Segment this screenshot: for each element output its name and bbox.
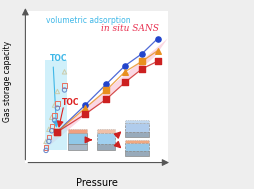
Point xyxy=(156,37,160,40)
Point xyxy=(50,125,54,128)
Text: Gas storage capacity: Gas storage capacity xyxy=(3,41,11,122)
Point xyxy=(55,131,59,134)
Bar xyxy=(45,60,67,150)
Point xyxy=(44,140,48,143)
Point xyxy=(104,82,108,85)
Point xyxy=(55,131,59,134)
Text: Pressure: Pressure xyxy=(76,178,117,188)
Point xyxy=(53,104,57,107)
Point xyxy=(104,88,108,91)
Text: volumetric adsorption: volumetric adsorption xyxy=(46,16,131,26)
Point xyxy=(50,129,54,132)
Bar xyxy=(97,129,115,133)
Point xyxy=(47,135,51,138)
Point xyxy=(62,84,67,87)
Bar xyxy=(97,133,115,144)
Bar xyxy=(68,129,87,133)
Point xyxy=(50,116,54,119)
Text: TOC: TOC xyxy=(50,54,68,63)
Point xyxy=(44,149,48,152)
Point xyxy=(83,107,87,110)
Point xyxy=(44,146,48,149)
Bar xyxy=(97,144,115,150)
Polygon shape xyxy=(44,39,168,150)
Text: in situ SANS: in situ SANS xyxy=(101,24,159,33)
Point xyxy=(53,114,57,117)
Point xyxy=(123,81,127,84)
Point xyxy=(83,104,87,107)
Point xyxy=(156,49,160,52)
Point xyxy=(55,131,59,134)
Point xyxy=(123,64,127,67)
Bar xyxy=(125,132,149,137)
Point xyxy=(53,119,57,122)
Point xyxy=(83,113,87,116)
Bar xyxy=(68,133,87,144)
Point xyxy=(47,128,51,131)
Bar xyxy=(125,151,149,156)
Point xyxy=(104,98,108,101)
Point xyxy=(156,60,160,63)
Point xyxy=(123,70,127,73)
Point xyxy=(140,67,144,70)
Bar xyxy=(68,144,87,150)
Bar xyxy=(125,143,149,151)
Point xyxy=(140,52,144,55)
Text: TOC: TOC xyxy=(62,98,79,107)
Point xyxy=(55,102,59,105)
Point xyxy=(140,60,144,63)
Point xyxy=(55,90,59,93)
Bar xyxy=(125,123,149,132)
Point xyxy=(62,88,67,91)
Point xyxy=(62,70,67,73)
Bar xyxy=(125,140,149,143)
Point xyxy=(55,107,59,110)
Bar xyxy=(125,120,149,123)
Point xyxy=(47,140,51,143)
